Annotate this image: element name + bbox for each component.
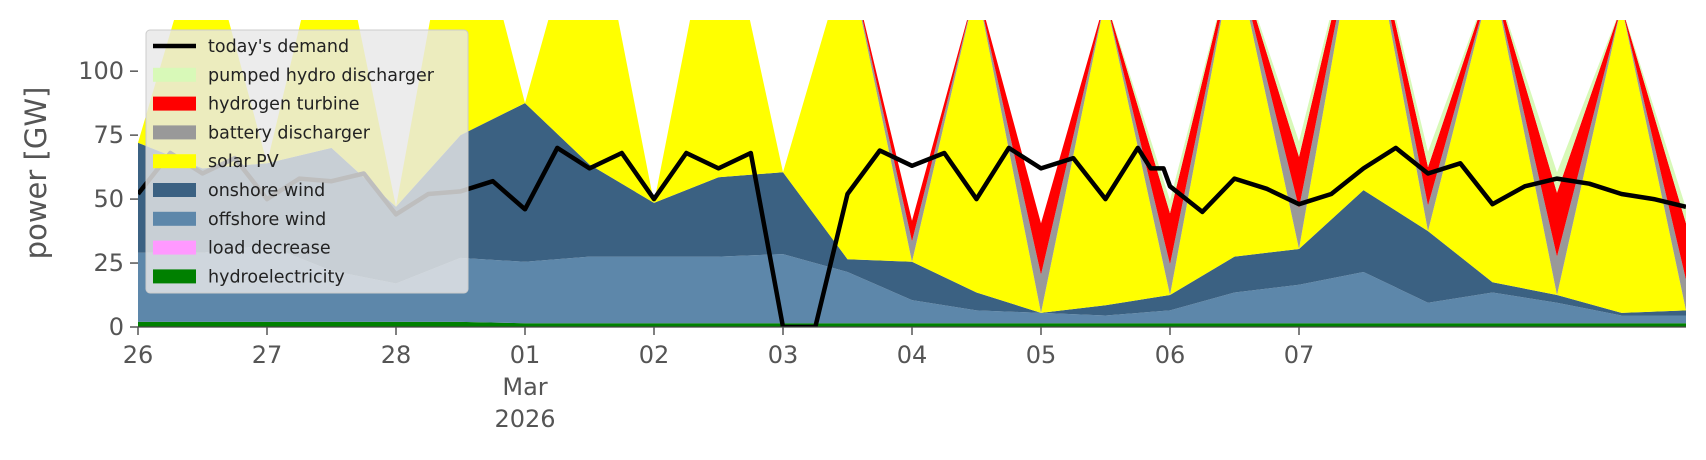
area-battery-discharger [138,20,1686,313]
y-tick-label: 100 [78,57,124,85]
x-tick-sublabel: Mar [502,373,547,401]
legend-swatch-offshore-wind [153,211,196,226]
y-axis-label: power [GW] [19,87,53,260]
x-tick-label: 04 [897,341,928,369]
x-axis: 26 27 28 01 02 03 04 05 06 07 Mar 2026 [123,327,1315,433]
area-hydrogen-turbine [138,20,1686,280]
x-tick-label: 27 [252,341,283,369]
legend-swatch-hydrogen-turbine [153,96,196,111]
y-tick-label: 50 [93,185,124,213]
legend-swatch-battery-discharger [153,125,196,140]
x-tick-label: 26 [123,341,154,369]
legend-label-pumped-hydro-discharger: pumped hydro discharger [208,66,435,86]
legend-label-today-s-demand: today's demand [208,37,349,57]
x-tick-label: 05 [1026,341,1057,369]
x-tick-label: 06 [1155,341,1186,369]
legend-label-onshore-wind: onshore wind [208,181,325,201]
legend-swatch-onshore-wind [153,183,196,197]
x-tick-label: 02 [639,341,670,369]
area-offshore-wind [138,245,1686,324]
x-tick-label: 07 [1284,341,1315,369]
legend-label-hydroelectricity: hydroelectricity [208,267,345,287]
legend-label-hydrogen-turbine: hydrogen turbine [208,95,360,115]
legend-swatch-solar-pv [153,154,196,169]
x-tick-label: 28 [381,341,412,369]
x-tick-label: 01 [510,341,541,369]
y-tick-label: 0 [109,313,124,341]
legend-label-solar-pv: solar PV [208,152,279,172]
y-tick-label: 75 [93,121,124,149]
legend-swatch-pumped-hydro-discharger [153,67,196,82]
area-solar-pv [138,20,1686,313]
legend: today's demand pumped hydro discharger hyd… [145,29,469,294]
y-axis: 0 25 50 75 100 [78,57,138,341]
legend-swatch-hydroelectricity [153,269,196,284]
x-tick-sublabel: 2026 [494,405,555,433]
area-onshore-wind [138,103,1686,316]
area-series-group [138,20,1686,327]
legend-label-offshore-wind: offshore wind [208,210,326,230]
y-tick-label: 25 [93,249,124,277]
legend-box [145,29,469,294]
legend-label-battery-discharger: battery discharger [208,123,371,143]
legend-swatch-load-decrease [153,240,196,255]
legend-label-load-decrease: load decrease [208,239,331,259]
area-hydroelectricity [138,321,1686,327]
x-tick-label: 03 [768,341,799,369]
